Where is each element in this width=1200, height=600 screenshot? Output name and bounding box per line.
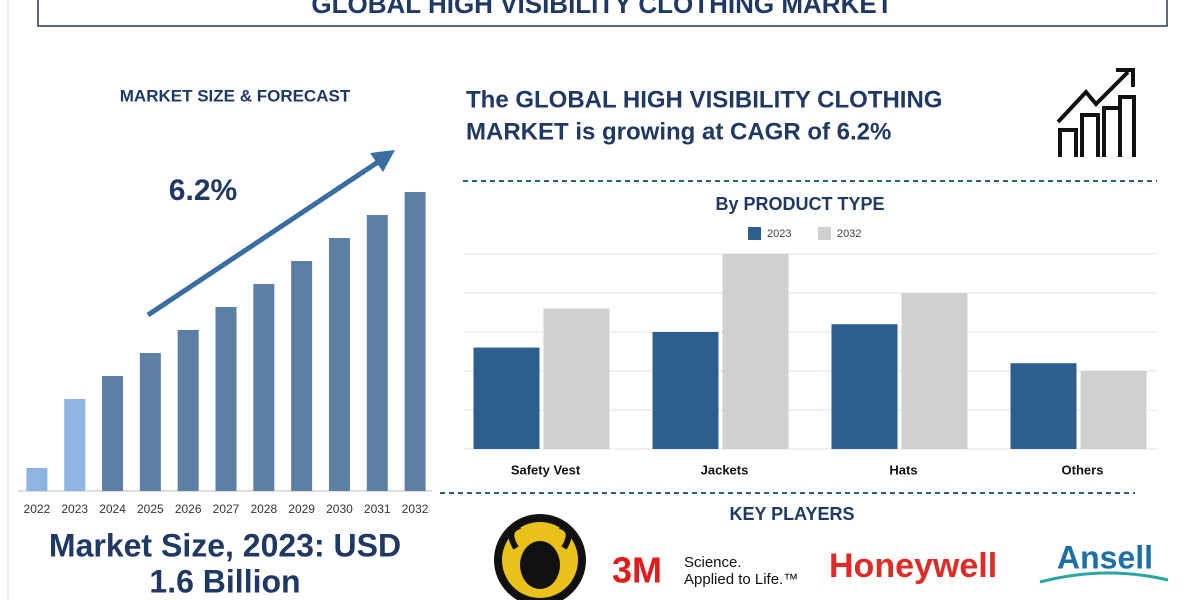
- headline: The GLOBAL HIGH VISIBILITY CLOTHING: [466, 86, 942, 113]
- market-size: 1.6 Billion: [149, 563, 300, 599]
- x-tick-label: 2024: [99, 502, 126, 516]
- key-players-title: KEY PLAYERS: [729, 504, 854, 524]
- x-tick-label: 2029: [288, 502, 315, 516]
- cagr-annotation: 6.2%: [169, 174, 237, 207]
- bar: [253, 284, 275, 491]
- logo-3m: 3M: [612, 550, 662, 591]
- growth-arrow-head: [370, 150, 395, 172]
- emblem-logo: [494, 514, 586, 600]
- bar: [722, 254, 789, 449]
- bar: [473, 347, 540, 449]
- page-title: GLOBAL HIGH VISIBILITY CLOTHING MARKET: [311, 0, 892, 19]
- bar: [64, 399, 86, 491]
- bar: [26, 468, 48, 491]
- x-tick-label: 2028: [250, 502, 277, 516]
- bar: [1080, 371, 1147, 449]
- bar: [177, 330, 199, 491]
- legend-swatch: [748, 227, 761, 240]
- logo-ansell: Ansell: [1057, 539, 1153, 575]
- x-tick-label: 2032: [402, 502, 429, 516]
- logo-3m-tagline: Applied to Life.™: [684, 571, 798, 588]
- x-tick-label: Safety Vest: [511, 462, 581, 477]
- x-tick-label: 2025: [137, 502, 164, 516]
- logo-honeywell: Honeywell: [829, 547, 997, 585]
- x-tick-label: Others: [1062, 462, 1104, 477]
- bar: [215, 307, 237, 491]
- bar: [102, 376, 124, 491]
- chart-title: MARKET SIZE & FORECAST: [120, 86, 351, 105]
- bar: [543, 308, 610, 449]
- x-tick-label: 2031: [364, 502, 391, 516]
- x-tick-label: Hats: [889, 462, 917, 477]
- logo-ansell-swoosh: [1039, 571, 1169, 584]
- bar: [291, 261, 313, 491]
- bar: [831, 324, 898, 449]
- legend-label: 2023: [767, 228, 791, 240]
- bar: [328, 238, 350, 491]
- growth-icon: [1056, 68, 1136, 157]
- title-box: [37, 0, 1168, 27]
- bar: [901, 293, 968, 449]
- x-tick-label: Jackets: [701, 462, 749, 477]
- x-tick-label: 2022: [24, 502, 51, 516]
- x-tick-label: 2023: [61, 502, 88, 516]
- legend-label: 2032: [837, 228, 861, 240]
- market-size: Market Size, 2023: USD: [49, 527, 401, 563]
- legend-swatch: [818, 227, 831, 240]
- bar: [139, 353, 161, 491]
- headline: MARKET is growing at CAGR of 6.2%: [466, 118, 891, 145]
- growth-arrow: [146, 155, 386, 318]
- bar: [366, 215, 388, 491]
- x-tick-label: 2030: [326, 502, 353, 516]
- x-tick-label: 2026: [175, 502, 202, 516]
- x-tick-label: 2027: [213, 502, 240, 516]
- bar: [404, 192, 426, 491]
- bar: [652, 332, 719, 449]
- chart-title: By PRODUCT TYPE: [715, 194, 884, 214]
- logo-3m-tagline: Science.: [684, 554, 742, 571]
- bar: [1010, 363, 1077, 449]
